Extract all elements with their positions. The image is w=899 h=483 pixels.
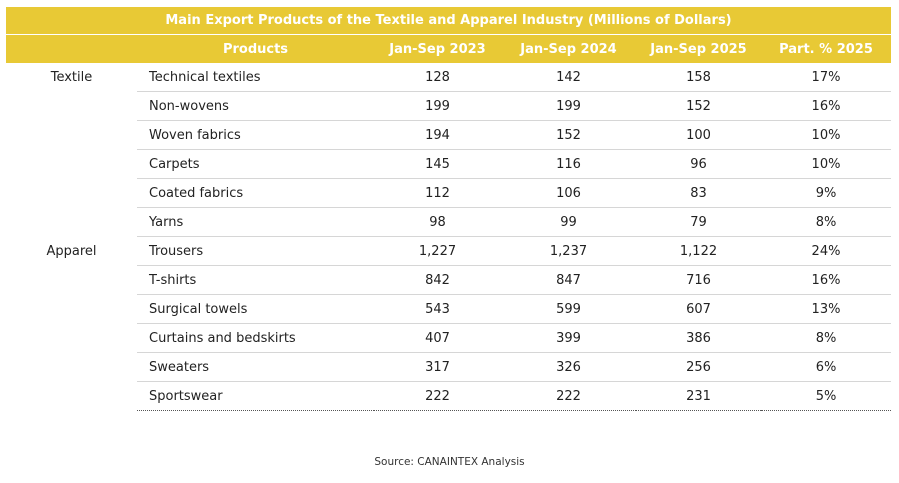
value-jan-sep-2025: 96 xyxy=(636,149,761,179)
value-jan-sep-2025: 386 xyxy=(636,323,761,353)
value-part-pct-2025: 8% xyxy=(761,207,891,237)
value-jan-sep-2023: 407 xyxy=(374,323,501,353)
value-part-pct-2025: 24% xyxy=(761,236,891,266)
value-jan-sep-2023: 842 xyxy=(374,265,501,295)
product-name: Non-wovens xyxy=(137,91,374,121)
table-title-row: Main Export Products of the Textile and … xyxy=(6,7,891,35)
value-jan-sep-2023: 543 xyxy=(374,294,501,324)
value-jan-sep-2024: 99 xyxy=(501,207,636,237)
value-part-pct-2025: 10% xyxy=(761,120,891,150)
source-note: Source: CANAINTEX Analysis xyxy=(374,456,525,468)
product-name: Carpets xyxy=(137,149,374,179)
header-jan-sep-2024: Jan-Sep 2024 xyxy=(501,34,636,63)
value-jan-sep-2024: 326 xyxy=(501,352,636,382)
value-jan-sep-2024: 116 xyxy=(501,149,636,179)
value-jan-sep-2025: 256 xyxy=(636,352,761,382)
column-header-row: Products Jan-Sep 2023 Jan-Sep 2024 Jan-S… xyxy=(6,34,891,63)
product-name: Sportswear xyxy=(137,381,374,411)
value-jan-sep-2025: 1,122 xyxy=(636,236,761,266)
table-row: T-shirts 842 847 716 16% xyxy=(6,265,891,295)
value-jan-sep-2024: 399 xyxy=(501,323,636,353)
category-label: Textile xyxy=(50,70,93,85)
value-jan-sep-2025: 231 xyxy=(636,381,761,411)
value-part-pct-2025: 17% xyxy=(761,63,891,92)
header-part-pct-2025: Part. % 2025 xyxy=(761,34,891,63)
product-name: Surgical towels xyxy=(137,294,374,324)
value-jan-sep-2024: 1,237 xyxy=(501,236,636,266)
value-jan-sep-2025: 100 xyxy=(636,120,761,150)
value-part-pct-2025: 16% xyxy=(761,91,891,121)
value-jan-sep-2023: 145 xyxy=(374,149,501,179)
value-jan-sep-2023: 222 xyxy=(374,381,501,411)
header-jan-sep-2025: Jan-Sep 2025 xyxy=(636,34,761,63)
table-row: Coated fabrics 112 106 83 9% xyxy=(6,178,891,208)
value-part-pct-2025: 6% xyxy=(761,352,891,382)
value-jan-sep-2025: 152 xyxy=(636,91,761,121)
value-jan-sep-2023: 317 xyxy=(374,352,501,382)
table-row: Apparel Trousers 1,227 1,237 1,122 24% xyxy=(6,236,891,266)
table-row: Surgical towels 543 599 607 13% xyxy=(6,294,891,324)
product-name: Yarns xyxy=(137,207,374,237)
product-name: Sweaters xyxy=(137,352,374,382)
value-jan-sep-2024: 599 xyxy=(501,294,636,324)
table-row: Sweaters 317 326 256 6% xyxy=(6,352,891,382)
header-products: Products xyxy=(137,34,374,63)
value-part-pct-2025: 13% xyxy=(761,294,891,324)
category-label: Apparel xyxy=(46,243,97,259)
value-jan-sep-2025: 83 xyxy=(636,178,761,208)
value-jan-sep-2023: 1,227 xyxy=(374,236,501,266)
value-jan-sep-2024: 199 xyxy=(501,91,636,121)
table-row: Yarns 98 99 79 8% xyxy=(6,207,891,237)
value-jan-sep-2023: 194 xyxy=(374,120,501,150)
value-part-pct-2025: 5% xyxy=(761,381,891,411)
value-part-pct-2025: 8% xyxy=(761,323,891,353)
product-name: Woven fabrics xyxy=(137,120,374,150)
value-part-pct-2025: 9% xyxy=(761,178,891,208)
header-jan-sep-2023: Jan-Sep 2023 xyxy=(374,34,501,63)
value-jan-sep-2025: 79 xyxy=(636,207,761,237)
product-name: Trousers xyxy=(137,236,374,266)
table-row: Woven fabrics 194 152 100 10% xyxy=(6,120,891,150)
value-part-pct-2025: 10% xyxy=(761,149,891,179)
table-row: Sportswear 222 222 231 5% xyxy=(6,381,891,411)
table-row: Curtains and bedskirts 407 399 386 8% xyxy=(6,323,891,353)
table-body: Textile Technical textiles 128 142 158 17% Non… xyxy=(6,63,891,411)
value-jan-sep-2023: 199 xyxy=(374,91,501,121)
value-jan-sep-2023: 128 xyxy=(374,63,501,92)
export-products-table: Main Export Products of the Textile and … xyxy=(6,7,891,411)
value-jan-sep-2025: 607 xyxy=(636,294,761,324)
table-row: Non-wovens 199 199 152 16% xyxy=(6,91,891,121)
product-name: Curtains and bedskirts xyxy=(137,323,374,353)
product-name: Coated fabrics xyxy=(137,178,374,208)
value-jan-sep-2024: 847 xyxy=(501,265,636,295)
value-jan-sep-2024: 106 xyxy=(501,178,636,208)
product-name: T-shirts xyxy=(137,265,374,295)
export-table-container: Main Export Products of the Textile and … xyxy=(6,7,891,411)
table-title: Main Export Products of the Textile and … xyxy=(6,7,891,35)
value-jan-sep-2023: 98 xyxy=(374,207,501,237)
table-row: Carpets 145 116 96 10% xyxy=(6,149,891,179)
table-row: Textile Technical textiles 128 142 158 17% xyxy=(6,63,891,92)
value-jan-sep-2025: 716 xyxy=(636,265,761,295)
value-jan-sep-2024: 152 xyxy=(501,120,636,150)
product-name: Technical textiles xyxy=(137,63,374,92)
header-category xyxy=(6,34,137,63)
value-jan-sep-2023: 112 xyxy=(374,178,501,208)
value-jan-sep-2025: 158 xyxy=(636,63,761,92)
value-jan-sep-2024: 142 xyxy=(501,63,636,92)
value-jan-sep-2024: 222 xyxy=(501,381,636,411)
value-part-pct-2025: 16% xyxy=(761,265,891,295)
